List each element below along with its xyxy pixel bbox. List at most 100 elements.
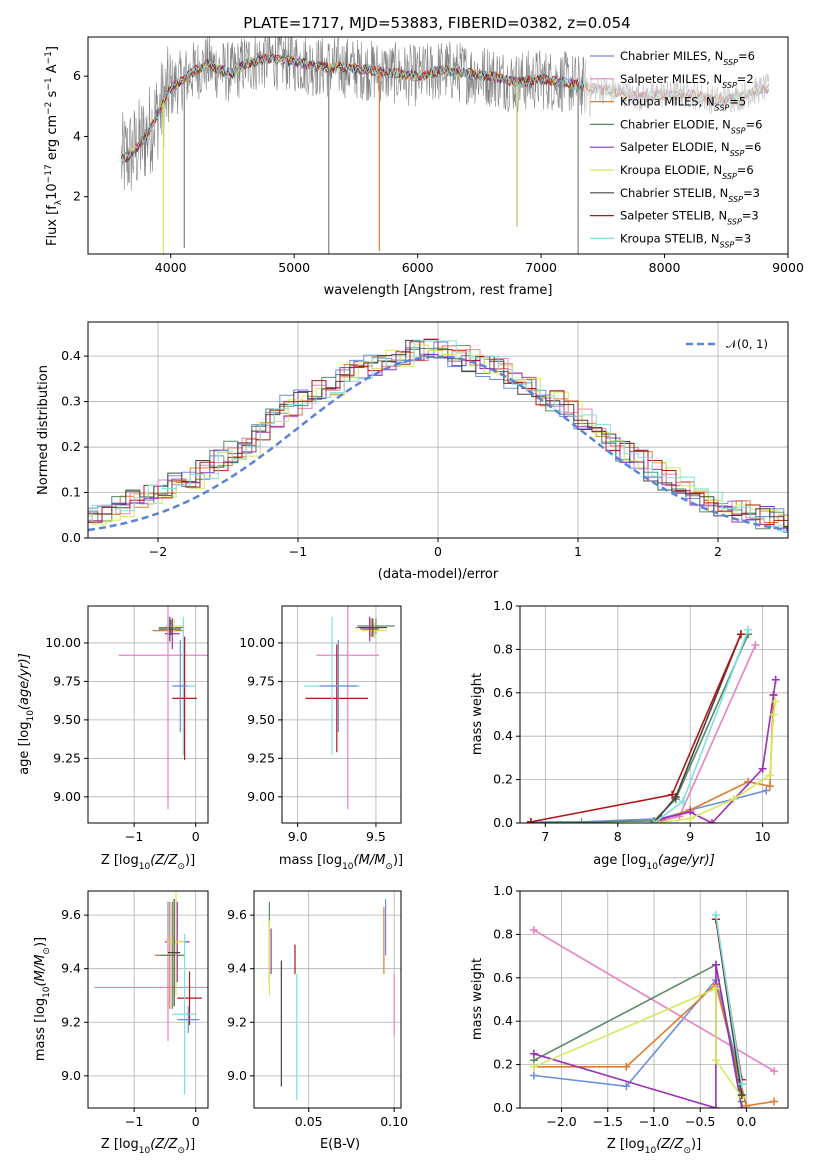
- weight-vs-metallicity-ticks: −2.0 −1.5 −1.0 −0.5 0.0 0.0 0.2 0.4 0.6 0.8 1.0: [493, 883, 756, 1129]
- mass-weight-marker: [650, 819, 658, 823]
- y-tick-label: 0.2: [61, 439, 81, 454]
- spectrum-plot-area: [120, 37, 770, 254]
- weight-vs-age-xlabel: age [log10(age/yr)]: [593, 853, 715, 872]
- x-tick-label: 9000: [772, 260, 804, 275]
- y-tick-label: 9.0: [227, 1068, 247, 1083]
- mass-weight-marker: [729, 795, 738, 804]
- residual-histogram-1: [88, 338, 788, 529]
- spectrum-series-group: [120, 37, 770, 254]
- figure-title: PLATE=1717, MJD=53883, FIBERID=0382, z=0…: [243, 14, 630, 32]
- y-tick-label: 6: [73, 68, 81, 83]
- mass-weight-marker: [707, 819, 716, 823]
- panel-series-group: [303, 606, 395, 810]
- mass-weight-marker: [529, 1071, 538, 1080]
- x-tick-label: 6000: [402, 260, 434, 275]
- mass-weight-marker: [771, 697, 780, 706]
- mass-weight-marker: [711, 1104, 720, 1108]
- y-tick-label: 4: [73, 128, 81, 143]
- residuals-legend: 𝒩(0, 1): [686, 337, 768, 351]
- y-tick-label: 9.75: [247, 673, 275, 688]
- residual-histogram-7: [88, 339, 788, 528]
- mass-vs-metallicity-frame: [87, 890, 209, 1109]
- residuals-ylabel: Normed distribution: [36, 365, 51, 495]
- y-tick-label: 0.1: [61, 485, 81, 500]
- x-tick-label: 0: [192, 829, 200, 844]
- y-tick-label: 0.2: [493, 772, 513, 787]
- mass-weight-marker: [711, 984, 720, 993]
- y-tick-label: 0.0: [493, 1100, 513, 1115]
- x-tick-label: 4000: [155, 260, 187, 275]
- legend-label-5: Kroupa ELODIE, NSSP=6: [620, 163, 754, 181]
- panel-series-group: [94, 891, 208, 1095]
- x-tick-label: 8: [614, 829, 622, 844]
- weight-vs-metallicity-panel: −2.0 −1.5 −1.0 −0.5 0.0 0.0 0.2 0.4 0.6 0.8 1.0 Z …: [470, 883, 789, 1156]
- y-tick-label: 0.6: [493, 685, 513, 700]
- panel-series-group: [526, 625, 780, 823]
- mass-weight-marker: [678, 797, 687, 806]
- y-tick-label: 9.50: [247, 712, 275, 727]
- panel-series-group: [118, 606, 208, 810]
- age-vs-mass-panel: 9.0 9.5 9.00 9.25 9.50 9.75 10.00 mass [log10(…: [239, 605, 403, 872]
- age-vs-mass-ticks: 9.0 9.5 9.00 9.25 9.50 9.75 10.00: [239, 635, 386, 844]
- legend-label-3: Chabrier ELODIE, NSSP=6: [620, 117, 762, 135]
- mass-vs-extinction-xlabel: E(B-V): [320, 1137, 360, 1152]
- panel-grid: [254, 891, 401, 1108]
- spectrum-legend: Chabrier MILES, NSSP=6 Salpeter MILES, NS…: [584, 44, 784, 249]
- x-tick-label: 7: [541, 829, 549, 844]
- x-tick-label: −0.5: [685, 1114, 715, 1129]
- mass-weight-marker: [622, 1062, 631, 1071]
- x-tick-label: 1: [574, 544, 582, 559]
- mass-weight-marker: [668, 790, 677, 799]
- y-tick-label: 0.4: [61, 348, 81, 363]
- x-tick-label: 2: [714, 544, 722, 559]
- residuals-ticks: −2 −1 0 1 2 0.0 0.1 0.2 0.3 0.4: [61, 348, 722, 559]
- y-tick-label: 0.0: [61, 530, 81, 545]
- legend-label-0: Chabrier MILES, NSSP=6: [620, 49, 755, 67]
- residuals-panel: −2 −1 0 1 2 0.0 0.1 0.2 0.3 0.4 (data-model)/erro…: [36, 321, 789, 582]
- panel-series-group: [268, 899, 395, 1100]
- mass-weight-marker: [686, 814, 695, 823]
- mass-vs-extinction-panel: 0.05 0.10 9.0 9.2 9.4 9.6 E(B-V): [227, 890, 408, 1152]
- mass-weight-marker: [736, 630, 745, 639]
- y-tick-label: 10.00: [45, 635, 81, 650]
- legend-label-7: Salpeter STELIB, NSSP=3: [620, 209, 759, 227]
- y-tick-label: 9.25: [53, 750, 81, 765]
- x-tick-label: −1: [125, 1114, 143, 1129]
- weight-vs-metallicity-xlabel: Z [log10(Z/Z⊙)]: [607, 1137, 701, 1156]
- mass-weight-marker: [744, 625, 753, 634]
- residual-histogram-8: [88, 340, 788, 532]
- legend-label-6: Chabrier STELIB, NSSP=3: [620, 186, 760, 204]
- panel-grid: [282, 606, 401, 823]
- residual-histogram-4: [88, 351, 788, 529]
- panel-series-group: [529, 910, 779, 1108]
- mass-weight-marker: [737, 1080, 746, 1089]
- y-tick-label: 9.6: [227, 907, 247, 922]
- y-tick-label: 9.0: [61, 1068, 81, 1083]
- mass-weight-marker: [769, 690, 778, 699]
- mass-vs-metallicity-ticks: −1 0 9.0 9.2 9.4 9.6: [61, 907, 200, 1129]
- age-vs-metallicity-xlabel: Z [log10(Z/Z⊙)]: [101, 853, 195, 872]
- mass-weight-marker: [529, 926, 538, 935]
- mass-vs-metallicity-xlabel: Z [log10(Z/Z⊙)]: [101, 1137, 195, 1156]
- y-tick-label: 1.0: [493, 883, 513, 898]
- legend-label-8: Kroupa STELIB, NSSP=3: [620, 231, 751, 249]
- weight-vs-age-plot-area: [520, 605, 788, 824]
- residuals-xlabel: (data-model)/error: [378, 567, 499, 582]
- y-tick-label: 0.8: [493, 926, 513, 941]
- y-tick-label: 9.50: [53, 712, 81, 727]
- mass-weight-line-7: [530, 633, 742, 823]
- mass-weight-marker: [770, 1097, 779, 1106]
- mass-vs-extinction-ticks: 0.05 0.10 9.0 9.2 9.4 9.6: [227, 907, 408, 1129]
- spectrum-panel: 4000 5000 6000 7000 8000 9000 2 4 6 wavelength […: [44, 36, 804, 298]
- age-vs-mass-xlabel: mass [log10(M/M⊙)]: [279, 853, 403, 872]
- y-tick-label: 9.00: [53, 789, 81, 804]
- mass-weight-marker: [711, 1056, 720, 1065]
- legend-label-1: Salpeter MILES, NSSP=2: [620, 72, 754, 90]
- spectrum-ticks: 4000 5000 6000 7000 8000 9000 2 4 6: [73, 68, 804, 275]
- weight-vs-metallicity-ylabel: mass weight: [470, 958, 485, 1040]
- mass-weight-line-0: [530, 789, 767, 823]
- y-tick-label: 0.4: [493, 1013, 513, 1028]
- residuals-series-group: [88, 338, 788, 533]
- spectrum-xlabel: wavelength [Angstrom, rest frame]: [324, 283, 553, 298]
- y-tick-label: 9.00: [247, 789, 275, 804]
